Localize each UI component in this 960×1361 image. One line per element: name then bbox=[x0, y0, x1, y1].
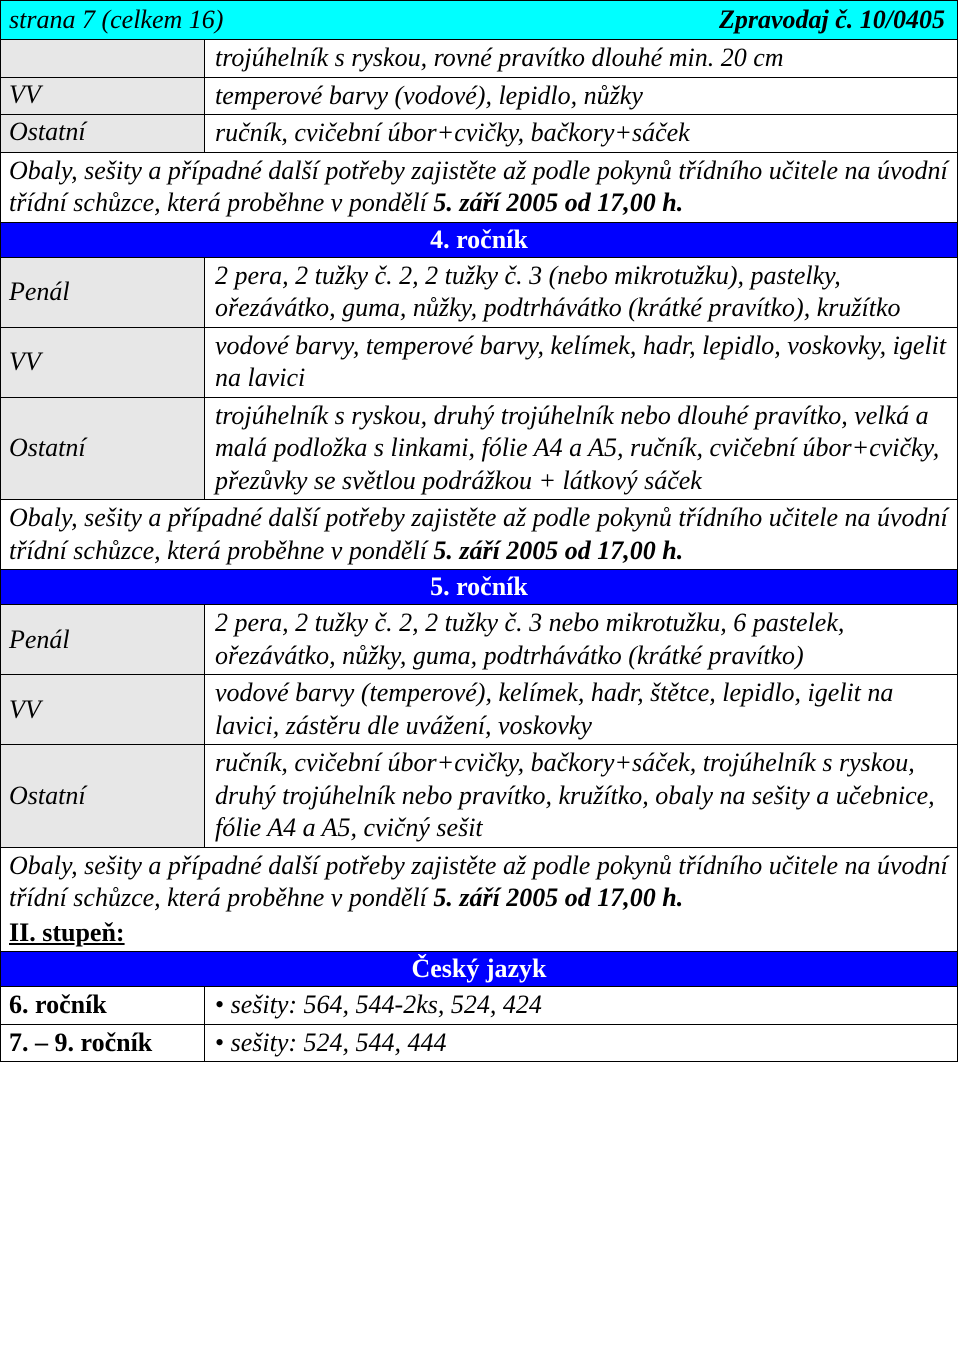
intro-ostatni-content: ručník, cvičební úbor+cvičky, bačkory+sá… bbox=[205, 115, 957, 152]
grade4-ostatni-content: trojúhelník s ryskou, druhý trojúhelník … bbox=[205, 398, 957, 500]
intro-ostatni-row: Ostatní ručník, cvičební úbor+cvičky, ba… bbox=[1, 115, 957, 153]
intro-ostatni-label: Ostatní bbox=[1, 115, 205, 152]
grade4-header: 4. ročník bbox=[1, 223, 957, 258]
grade6-content: sešity: 564, 544-2ks, 524, 424 bbox=[205, 987, 957, 1024]
grade4-penal-row: Penál 2 pera, 2 tužky č. 2, 2 tužky č. 3… bbox=[1, 258, 957, 328]
grade4-ostatni-label: Ostatní bbox=[1, 398, 205, 500]
subject-header: Český jazyk bbox=[1, 952, 957, 987]
note-3: Obaly, sešity a případné další potřeby z… bbox=[1, 848, 957, 953]
grade79-row: 7. – 9. ročník sešity: 524, 544, 444 bbox=[1, 1025, 957, 1062]
grade4-vv-label: VV bbox=[1, 328, 205, 397]
grade6-label: 6. ročník bbox=[1, 987, 205, 1024]
grade4-penal-label: Penál bbox=[1, 258, 205, 327]
grade5-penal-label: Penál bbox=[1, 605, 205, 674]
note-2: Obaly, sešity a případné další potřeby z… bbox=[1, 500, 957, 570]
grade4-ostatni-row: Ostatní trojúhelník s ryskou, druhý troj… bbox=[1, 398, 957, 501]
grade79-label: 7. – 9. ročník bbox=[1, 1025, 205, 1062]
note-bold-2: 5. září 2005 od 17,00 h. bbox=[433, 536, 683, 565]
grade4-vv-row: VV vodové barvy, temperové barvy, kelíme… bbox=[1, 328, 957, 398]
note-bold: 5. září 2005 od 17,00 h. bbox=[433, 188, 683, 217]
grade5-ostatni-content: ručník, cvičební úbor+cvičky, bačkory+sá… bbox=[205, 745, 957, 847]
page-number: strana 7 (celkem 16) bbox=[1, 1, 711, 39]
grade5-penal-row: Penál 2 pera, 2 tužky č. 2, 2 tužky č. 3… bbox=[1, 605, 957, 675]
page-container: strana 7 (celkem 16) Zpravodaj č. 10/040… bbox=[0, 0, 958, 1062]
grade6-row: 6. ročník sešity: 564, 544-2ks, 524, 424 bbox=[1, 987, 957, 1025]
grade5-vv-content: vodové barvy (temperové), kelímek, hadr,… bbox=[205, 675, 957, 744]
intro-tool-row: trojúhelník s ryskou, rovné pravítko dlo… bbox=[1, 40, 957, 78]
note-bold-3: 5. září 2005 od 17,00 h. bbox=[433, 883, 683, 912]
stage2-label: II. stupeň: bbox=[9, 917, 949, 950]
grade5-header: 5. ročník bbox=[1, 570, 957, 605]
grade79-content: sešity: 524, 544, 444 bbox=[205, 1025, 957, 1062]
intro-vv-label: VV bbox=[1, 78, 205, 115]
grade4-penal-content: 2 pera, 2 tužky č. 2, 2 tužky č. 3 (nebo… bbox=[205, 258, 957, 327]
intro-tool-label bbox=[1, 40, 205, 77]
grade5-vv-row: VV vodové barvy (temperové), kelímek, ha… bbox=[1, 675, 957, 745]
grade5-penal-content: 2 pera, 2 tužky č. 2, 2 tužky č. 3 nebo … bbox=[205, 605, 957, 674]
intro-vv-row: VV temperové barvy (vodové), lepidlo, nů… bbox=[1, 78, 957, 116]
note-1: Obaly, sešity a případné další potřeby z… bbox=[1, 153, 957, 223]
intro-vv-content: temperové barvy (vodové), lepidlo, nůžky bbox=[205, 78, 957, 115]
header-row: strana 7 (celkem 16) Zpravodaj č. 10/040… bbox=[1, 1, 957, 40]
grade5-vv-label: VV bbox=[1, 675, 205, 744]
grade4-vv-content: vodové barvy, temperové barvy, kelímek, … bbox=[205, 328, 957, 397]
intro-tool-content: trojúhelník s ryskou, rovné pravítko dlo… bbox=[205, 40, 957, 77]
newsletter-title: Zpravodaj č. 10/0405 bbox=[711, 1, 957, 39]
grade5-ostatni-row: Ostatní ručník, cvičební úbor+cvičky, ba… bbox=[1, 745, 957, 848]
grade5-ostatni-label: Ostatní bbox=[1, 745, 205, 847]
